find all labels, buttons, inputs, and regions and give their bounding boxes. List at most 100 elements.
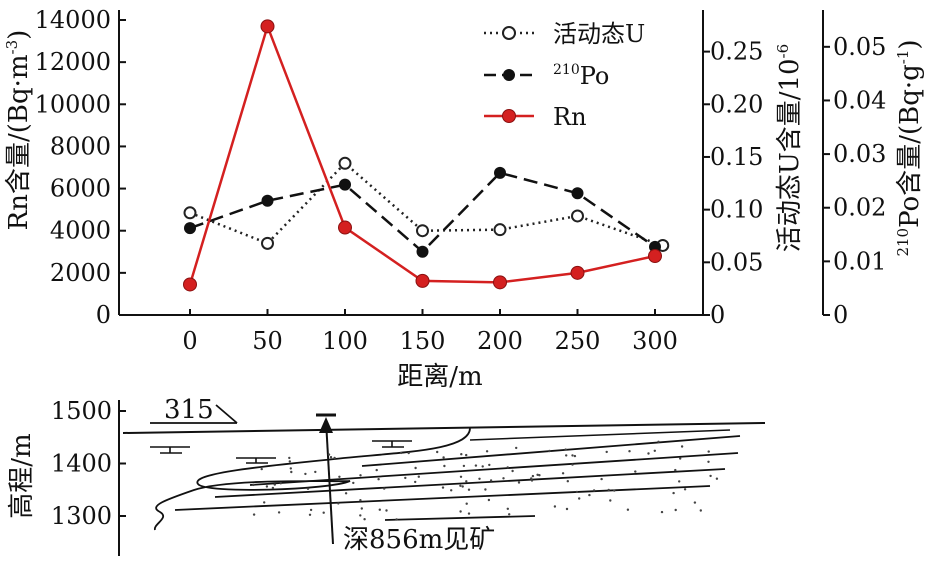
po-axis-label: 210Po含量/(Bq·g-1) <box>894 39 925 256</box>
rn-tick-label: 12000 <box>35 48 111 76</box>
x-tick-label: 150 <box>400 327 446 355</box>
rock-dot <box>511 469 514 473</box>
label-315-tick <box>215 404 238 424</box>
rock-dot <box>561 472 565 475</box>
rock-dot <box>536 473 539 476</box>
ore-depth-label: 深856m见矿 <box>343 525 495 555</box>
rock-dot <box>508 513 511 516</box>
rock-dot <box>506 466 509 469</box>
section-tick-label: 1400 <box>51 450 112 478</box>
rock-dot <box>573 454 577 458</box>
fault-curve <box>154 427 471 531</box>
rock-dot <box>515 446 518 450</box>
rock-dot <box>530 479 534 482</box>
rock-dot <box>707 460 710 463</box>
rock-dot <box>385 509 388 512</box>
rock-dot <box>333 456 336 460</box>
legend-po-marker <box>503 69 515 81</box>
rock-dot <box>273 483 276 486</box>
rock-dot <box>467 512 471 515</box>
rock-dot <box>359 514 362 517</box>
rock-dot <box>378 508 381 511</box>
rock-dot <box>653 449 656 452</box>
rock-dot <box>436 450 439 454</box>
rock-dot <box>600 477 603 481</box>
rock-texture-dots <box>252 440 719 521</box>
rock-dot <box>474 464 478 467</box>
series-u-point <box>183 206 197 220</box>
rock-dot <box>672 491 675 495</box>
po-tick-label: 0 <box>833 301 848 329</box>
rock-dot <box>322 511 325 514</box>
rock-dot <box>459 484 462 487</box>
rock-dot <box>329 456 333 459</box>
series-u-point <box>338 156 352 170</box>
strata-line-5 <box>174 485 711 511</box>
rock-dot <box>693 501 697 504</box>
x-axis-label: 距离/m <box>397 362 482 392</box>
series-rn-point <box>260 19 275 34</box>
rn-tick-label: 2000 <box>50 259 111 287</box>
legend-u-marker <box>502 26 516 40</box>
section-tick-label: 1500 <box>51 397 112 425</box>
rock-dot <box>592 489 596 492</box>
rock-dot <box>530 477 533 480</box>
rock-dot <box>327 453 331 456</box>
rock-dot <box>271 486 275 490</box>
rock-dot <box>263 501 266 504</box>
series-po-line <box>189 171 656 254</box>
rock-dot <box>481 465 484 468</box>
rock-dot <box>709 474 712 478</box>
rock-dot <box>553 505 557 508</box>
series-u-point <box>571 209 584 223</box>
strata-line-4 <box>214 468 726 498</box>
rock-dot <box>288 460 291 463</box>
rock-dot <box>465 502 468 505</box>
rock-dot <box>289 467 292 470</box>
rock-dot <box>607 488 610 492</box>
po-tick-label: 0.05 <box>833 33 886 61</box>
rock-dot <box>531 474 535 478</box>
series-rn-point <box>183 277 197 292</box>
rock-dot <box>715 477 719 480</box>
rock-dot <box>538 474 541 477</box>
po-tick-label: 0.03 <box>833 140 886 168</box>
section-tick-label: 1300 <box>51 502 112 530</box>
series-po-point <box>416 245 429 258</box>
series-po-point <box>339 178 351 191</box>
rock-dot <box>478 477 481 480</box>
rn-tick-label: 8000 <box>50 132 111 160</box>
rock-dot <box>314 470 317 474</box>
rock-dot <box>548 449 551 453</box>
rn-tick-label: 4000 <box>50 217 111 245</box>
rock-dot <box>352 481 355 485</box>
rock-dot <box>359 474 362 477</box>
rock-dot <box>459 475 463 478</box>
rock-dot <box>517 481 521 484</box>
borehole <box>325 420 334 545</box>
x-axis-ticks: 0 50 100 150 200 250 300 <box>182 309 678 355</box>
series-rn-point <box>570 265 585 280</box>
borehole-arrow-icon <box>319 417 333 433</box>
x-tick-label: 300 <box>632 327 678 355</box>
rock-dot <box>605 450 608 454</box>
series-po-point <box>184 222 196 235</box>
u-tick-label: 0.15 <box>710 143 763 171</box>
rock-dot <box>407 451 410 455</box>
series-rn-point <box>493 275 507 290</box>
rock-dot <box>383 487 386 490</box>
rock-dot <box>465 480 468 483</box>
po-tick-label: 0.02 <box>833 194 886 222</box>
rock-dot <box>308 513 312 516</box>
u-tick-label: 0.05 <box>710 248 763 276</box>
series-u-point <box>493 223 507 237</box>
rock-dot <box>461 485 464 488</box>
rock-dot <box>279 482 282 485</box>
series-rn-point <box>415 273 430 288</box>
legend-u-label: 活动态U <box>553 20 645 48</box>
section-y-label: 高程/m <box>7 433 37 518</box>
rock-dot <box>462 464 466 468</box>
rock-dot <box>450 489 453 492</box>
rock-dot <box>680 445 684 448</box>
